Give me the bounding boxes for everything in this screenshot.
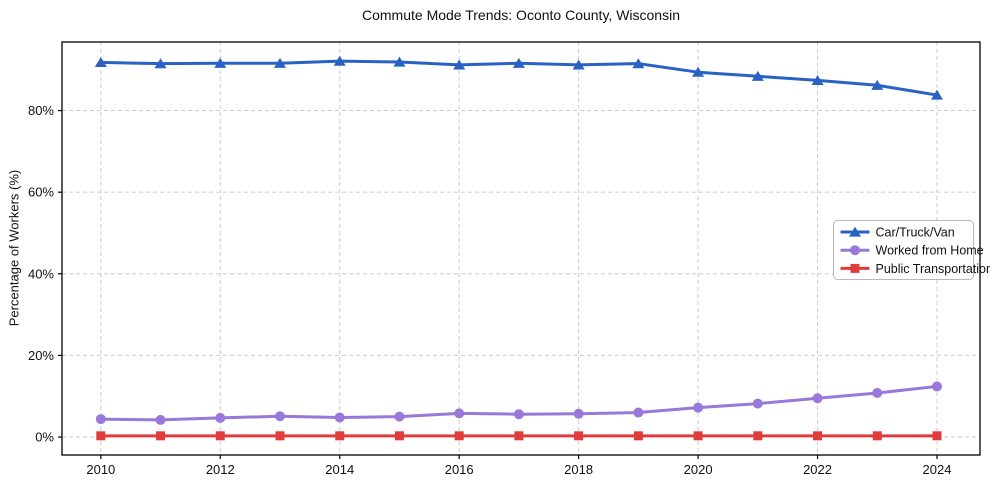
plot-border	[61, 41, 981, 456]
legend-box	[833, 220, 974, 280]
series-marker-public-transportation	[753, 431, 763, 441]
series-marker-public-transportation	[514, 431, 524, 441]
series-marker-public-transportation	[394, 431, 404, 441]
y-tick-label: 60%	[28, 185, 54, 200]
series-marker-worked-from-home	[95, 414, 106, 425]
series-marker-public-transportation	[156, 431, 166, 441]
series-marker-public-transportation	[275, 431, 285, 441]
series-marker-worked-from-home	[334, 412, 345, 423]
series-marker-worked-from-home	[215, 412, 226, 423]
series-marker-public-transportation	[454, 431, 464, 441]
series-marker-worked-from-home	[752, 398, 763, 409]
series-marker-public-transportation	[693, 431, 703, 441]
series-marker-car-truck-van	[871, 79, 884, 90]
series-marker-worked-from-home	[872, 387, 883, 398]
series-marker-car-truck-van	[811, 74, 824, 85]
x-tick-label: 2024	[923, 462, 952, 477]
series-marker-worked-from-home	[693, 402, 704, 413]
series-marker-car-truck-van	[572, 59, 585, 70]
series-marker-public-transportation	[872, 431, 882, 441]
x-tick-label: 2022	[803, 462, 832, 477]
x-tick-label: 2018	[564, 462, 593, 477]
series-marker-car-truck-van	[154, 58, 167, 69]
series-marker-public-transportation	[574, 431, 584, 441]
series-marker-public-transportation	[633, 431, 643, 441]
series-marker-car-truck-van	[632, 58, 645, 69]
x-tick-label: 2010	[86, 462, 115, 477]
series-marker-worked-from-home	[573, 408, 584, 419]
series-marker-car-truck-van	[692, 66, 705, 77]
series-marker-worked-from-home	[812, 393, 823, 404]
series-marker-car-truck-van	[751, 70, 764, 81]
legend-entry-label: Worked from Home	[876, 244, 984, 258]
legend-marker-square-icon	[850, 263, 860, 273]
series-marker-worked-from-home	[155, 414, 166, 425]
y-tick-label: 40%	[28, 266, 54, 281]
series-marker-public-transportation	[932, 431, 942, 441]
legend-entry-label: Public Transportation	[876, 262, 990, 276]
series-marker-worked-from-home	[275, 411, 286, 422]
y-tick-label: 20%	[28, 348, 54, 363]
series-marker-worked-from-home	[394, 411, 405, 422]
y-tick-label: 0%	[35, 430, 54, 445]
series-marker-worked-from-home	[513, 409, 524, 420]
x-tick-label: 2014	[325, 462, 354, 477]
series-marker-worked-from-home	[454, 408, 465, 419]
series-marker-public-transportation	[96, 431, 106, 441]
x-tick-label: 2012	[206, 462, 235, 477]
legend-entry-label: Car/Truck/Van	[876, 226, 955, 240]
y-tick-label: 80%	[28, 103, 54, 118]
series-marker-car-truck-van	[393, 56, 406, 67]
legend-marker-triangle-icon	[849, 226, 861, 237]
series-marker-public-transportation	[813, 431, 823, 441]
series-marker-worked-from-home	[633, 407, 644, 418]
series-marker-car-truck-van	[453, 59, 466, 70]
series-marker-public-transportation	[215, 431, 225, 441]
legend-marker-circle-icon	[850, 245, 860, 256]
series-marker-public-transportation	[335, 431, 345, 441]
series-marker-worked-from-home	[931, 381, 942, 392]
series-marker-car-truck-van	[512, 57, 525, 68]
x-tick-label: 2020	[684, 462, 713, 477]
series-marker-car-truck-van	[930, 89, 943, 100]
series-marker-car-truck-van	[333, 55, 346, 66]
series-marker-car-truck-van	[94, 57, 107, 68]
series-marker-car-truck-van	[214, 57, 227, 68]
x-tick-label: 2016	[445, 462, 474, 477]
chart-title: Commute Mode Trends: Oconto County, Wisc…	[362, 7, 680, 23]
series-marker-car-truck-van	[274, 57, 287, 68]
